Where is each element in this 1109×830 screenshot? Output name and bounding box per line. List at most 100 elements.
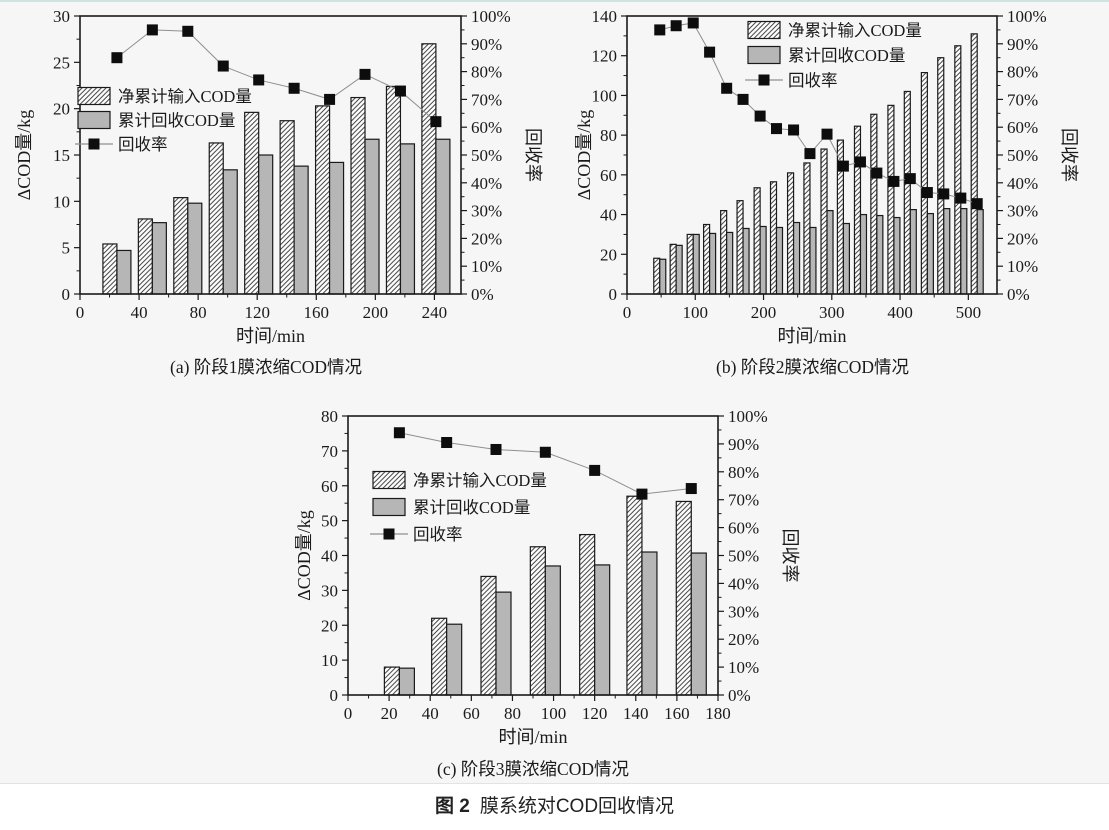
y-axis-label-right: 回收率 bbox=[1059, 128, 1079, 182]
recovered-cod-bar bbox=[446, 623, 463, 696]
legend-label: 回收率 bbox=[118, 135, 168, 154]
legend-label: 累计回收COD量 bbox=[788, 46, 905, 65]
input-cod-bar bbox=[102, 243, 118, 295]
input-cod-bar bbox=[529, 546, 546, 696]
figure-caption: 图 2 膜系统对COD回收情况 bbox=[0, 791, 1109, 818]
input-cod-bar bbox=[244, 111, 260, 295]
svg-text:80: 80 bbox=[504, 704, 521, 723]
svg-text:30%: 30% bbox=[728, 602, 759, 621]
recovery-rate-marker bbox=[788, 124, 800, 136]
recovered-cod-bar bbox=[859, 213, 868, 295]
svg-text:90%: 90% bbox=[728, 435, 759, 454]
recovery-rate-marker bbox=[111, 52, 123, 64]
input-cod-bar bbox=[669, 243, 677, 295]
recovery-rate-marker bbox=[687, 17, 699, 29]
svg-text:60: 60 bbox=[321, 477, 338, 496]
svg-text:20%: 20% bbox=[1007, 229, 1038, 248]
legend-square-marker bbox=[88, 138, 100, 150]
svg-text:40%: 40% bbox=[1007, 174, 1038, 193]
recovered-cod-bar bbox=[659, 258, 667, 295]
recovered-cod-bar bbox=[641, 551, 658, 696]
legend-gray-swatch bbox=[747, 45, 781, 65]
recovered-cod-bar bbox=[775, 226, 784, 295]
svg-text:160: 160 bbox=[664, 704, 690, 723]
svg-text:100%: 100% bbox=[728, 407, 768, 426]
recovered-cod-bar bbox=[876, 214, 884, 295]
legend-hatched-swatch bbox=[77, 86, 111, 106]
svg-text:100: 100 bbox=[683, 303, 709, 322]
svg-text:20: 20 bbox=[321, 616, 338, 635]
recovery-rate-marker bbox=[704, 46, 716, 58]
svg-text:180: 180 bbox=[705, 704, 731, 723]
recovery-rate-marker bbox=[921, 187, 933, 199]
y-axis-label-left: ΔCOD量/kg bbox=[14, 110, 34, 201]
recovery-rate-marker bbox=[837, 160, 849, 172]
svg-text:60%: 60% bbox=[1007, 118, 1038, 137]
svg-text:90%: 90% bbox=[1007, 35, 1038, 54]
svg-text:120: 120 bbox=[582, 704, 608, 723]
svg-text:40: 40 bbox=[600, 206, 617, 225]
chart-c-caption: (c) 阶段3膜浓缩COD情况 bbox=[437, 759, 629, 779]
svg-text:300: 300 bbox=[819, 303, 845, 322]
input-cod-bar bbox=[769, 181, 778, 295]
y-axis-label-right: 回收率 bbox=[780, 529, 800, 583]
recovered-cod-bar bbox=[690, 552, 707, 696]
svg-text:30%: 30% bbox=[1007, 202, 1038, 221]
recovery-rate-marker bbox=[821, 128, 833, 140]
recovered-cod-bar bbox=[692, 233, 700, 295]
recovered-cod-bar bbox=[151, 222, 167, 295]
svg-text:40%: 40% bbox=[471, 174, 502, 193]
x-axis-label: 时间/min bbox=[236, 326, 305, 346]
legend-hatched-swatch bbox=[747, 20, 781, 40]
input-cod-bar bbox=[720, 210, 728, 295]
recovered-cod-bar bbox=[398, 667, 415, 696]
legend-square-marker bbox=[383, 528, 395, 540]
recovery-rate-marker bbox=[253, 74, 265, 86]
svg-text:15: 15 bbox=[53, 146, 70, 165]
svg-text:0: 0 bbox=[623, 303, 632, 322]
recovery-rate-marker bbox=[871, 167, 883, 179]
svg-text:40: 40 bbox=[131, 303, 148, 322]
input-cod-bar bbox=[208, 142, 224, 295]
recovered-cod-bar bbox=[544, 565, 561, 696]
svg-text:200: 200 bbox=[363, 303, 389, 322]
recovery-rate-marker bbox=[971, 198, 983, 210]
input-cod-bar bbox=[480, 575, 497, 696]
recovered-cod-bar bbox=[328, 161, 345, 295]
legend-gray-swatch bbox=[372, 497, 406, 517]
svg-text:10%: 10% bbox=[728, 658, 759, 677]
input-cod-bar bbox=[853, 125, 862, 295]
figure-area: 0 40 80 120 160 200 240 0 5 10 15 20 25 30 0% 10% 20% 30%… bbox=[0, 0, 1109, 784]
recovery-rate-marker bbox=[393, 427, 405, 439]
svg-text:50%: 50% bbox=[728, 547, 759, 566]
svg-text:50: 50 bbox=[321, 512, 338, 531]
svg-text:80%: 80% bbox=[1007, 63, 1038, 82]
input-cod-bar bbox=[675, 500, 692, 696]
svg-text:60%: 60% bbox=[728, 519, 759, 538]
recovery-rate-marker bbox=[182, 25, 194, 37]
recovery-rate-marker bbox=[904, 173, 916, 185]
svg-text:10%: 10% bbox=[1007, 257, 1038, 276]
svg-text:60: 60 bbox=[600, 166, 617, 185]
chart-b-canvas: 0 100 200 300 400 500 0 20 40 60 80 100 120 140 0% 10% 2… bbox=[574, 7, 1079, 346]
svg-text:20: 20 bbox=[381, 704, 398, 723]
recovery-rate-marker bbox=[654, 24, 666, 36]
recovery-rate-marker bbox=[938, 188, 950, 200]
recovered-cod-bar bbox=[187, 202, 203, 295]
recovery-rate-marker bbox=[636, 488, 648, 500]
input-cod-bar bbox=[786, 172, 795, 295]
input-cod-bar bbox=[686, 233, 694, 295]
recovered-cod-bar bbox=[926, 212, 934, 295]
input-cod-bar bbox=[970, 33, 978, 295]
recovery-rate-marker bbox=[146, 24, 158, 36]
svg-text:25: 25 bbox=[53, 53, 70, 72]
svg-text:60: 60 bbox=[463, 704, 480, 723]
recovery-rate-marker bbox=[685, 483, 697, 495]
svg-text:40%: 40% bbox=[728, 574, 759, 593]
legend-hatched-swatch bbox=[372, 470, 406, 490]
svg-text:0%: 0% bbox=[1007, 285, 1030, 304]
recovered-cod-bar bbox=[222, 169, 238, 295]
recovery-rate-marker bbox=[737, 93, 749, 105]
svg-text:20: 20 bbox=[53, 100, 70, 119]
svg-text:160: 160 bbox=[304, 303, 330, 322]
